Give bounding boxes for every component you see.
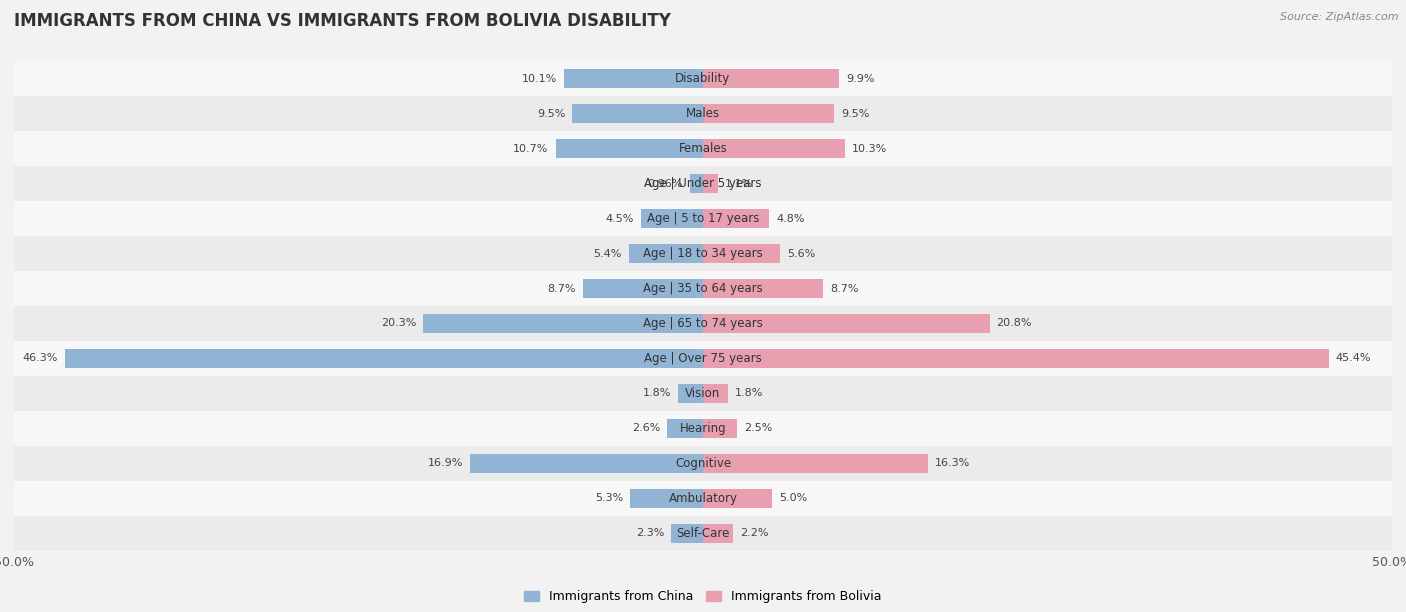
- Text: Age | 35 to 64 years: Age | 35 to 64 years: [643, 282, 763, 295]
- Bar: [14, 166, 1392, 201]
- Text: 10.1%: 10.1%: [522, 73, 557, 84]
- Bar: [14, 376, 1392, 411]
- Bar: [14, 341, 1392, 376]
- Text: 9.5%: 9.5%: [537, 109, 565, 119]
- Bar: [423, 314, 703, 333]
- Text: 46.3%: 46.3%: [22, 354, 58, 364]
- Bar: [555, 139, 703, 159]
- Bar: [703, 489, 772, 508]
- Text: 4.5%: 4.5%: [606, 214, 634, 223]
- Text: Cognitive: Cognitive: [675, 457, 731, 470]
- Bar: [583, 279, 703, 298]
- Bar: [703, 69, 839, 88]
- Text: 0.96%: 0.96%: [648, 179, 683, 188]
- Text: Hearing: Hearing: [679, 422, 727, 435]
- Text: 5.4%: 5.4%: [593, 248, 621, 258]
- Bar: [564, 69, 703, 88]
- Bar: [14, 411, 1392, 446]
- Text: Age | Under 5 years: Age | Under 5 years: [644, 177, 762, 190]
- Bar: [630, 489, 703, 508]
- Text: 9.9%: 9.9%: [846, 73, 875, 84]
- Bar: [668, 419, 703, 438]
- Bar: [671, 524, 703, 543]
- Text: Age | 65 to 74 years: Age | 65 to 74 years: [643, 317, 763, 330]
- Bar: [14, 131, 1392, 166]
- Bar: [572, 104, 703, 123]
- Legend: Immigrants from China, Immigrants from Bolivia: Immigrants from China, Immigrants from B…: [519, 585, 887, 608]
- Text: IMMIGRANTS FROM CHINA VS IMMIGRANTS FROM BOLIVIA DISABILITY: IMMIGRANTS FROM CHINA VS IMMIGRANTS FROM…: [14, 12, 671, 30]
- Text: Age | 18 to 34 years: Age | 18 to 34 years: [643, 247, 763, 260]
- Text: 5.0%: 5.0%: [779, 493, 807, 503]
- Text: 2.6%: 2.6%: [631, 424, 661, 433]
- Text: 2.3%: 2.3%: [636, 528, 665, 539]
- Text: 8.7%: 8.7%: [548, 283, 576, 294]
- Text: Source: ZipAtlas.com: Source: ZipAtlas.com: [1281, 12, 1399, 22]
- Bar: [678, 384, 703, 403]
- Bar: [703, 139, 845, 159]
- Text: 10.7%: 10.7%: [513, 144, 548, 154]
- Bar: [641, 209, 703, 228]
- Bar: [14, 236, 1392, 271]
- Text: Ambulatory: Ambulatory: [668, 492, 738, 505]
- Bar: [703, 174, 718, 193]
- Bar: [470, 453, 703, 473]
- Text: 2.5%: 2.5%: [744, 424, 773, 433]
- Bar: [703, 419, 738, 438]
- Text: 2.2%: 2.2%: [740, 528, 769, 539]
- Bar: [703, 209, 769, 228]
- Bar: [703, 314, 990, 333]
- Text: 1.8%: 1.8%: [643, 389, 671, 398]
- Bar: [690, 174, 703, 193]
- Bar: [703, 279, 823, 298]
- Text: 8.7%: 8.7%: [830, 283, 858, 294]
- Bar: [628, 244, 703, 263]
- Text: 5.6%: 5.6%: [787, 248, 815, 258]
- Text: Females: Females: [679, 142, 727, 155]
- Text: 9.5%: 9.5%: [841, 109, 869, 119]
- Bar: [703, 349, 1329, 368]
- Bar: [65, 349, 703, 368]
- Text: Males: Males: [686, 107, 720, 120]
- Text: 1.1%: 1.1%: [725, 179, 754, 188]
- Bar: [703, 453, 928, 473]
- Bar: [14, 481, 1392, 516]
- Text: Disability: Disability: [675, 72, 731, 85]
- Text: Age | 5 to 17 years: Age | 5 to 17 years: [647, 212, 759, 225]
- Bar: [703, 244, 780, 263]
- Text: Age | Over 75 years: Age | Over 75 years: [644, 352, 762, 365]
- Text: 1.8%: 1.8%: [735, 389, 763, 398]
- Text: Vision: Vision: [685, 387, 721, 400]
- Text: 20.3%: 20.3%: [381, 318, 416, 329]
- Text: 20.8%: 20.8%: [997, 318, 1032, 329]
- Bar: [14, 446, 1392, 481]
- Bar: [14, 201, 1392, 236]
- Bar: [703, 524, 734, 543]
- Text: 16.3%: 16.3%: [935, 458, 970, 468]
- Text: 45.4%: 45.4%: [1336, 354, 1371, 364]
- Text: Self-Care: Self-Care: [676, 527, 730, 540]
- Bar: [14, 516, 1392, 551]
- Bar: [14, 306, 1392, 341]
- Bar: [14, 96, 1392, 131]
- Text: 4.8%: 4.8%: [776, 214, 804, 223]
- Bar: [703, 384, 728, 403]
- Text: 16.9%: 16.9%: [427, 458, 463, 468]
- Bar: [14, 61, 1392, 96]
- Bar: [14, 271, 1392, 306]
- Bar: [703, 104, 834, 123]
- Text: 5.3%: 5.3%: [595, 493, 623, 503]
- Text: 10.3%: 10.3%: [852, 144, 887, 154]
